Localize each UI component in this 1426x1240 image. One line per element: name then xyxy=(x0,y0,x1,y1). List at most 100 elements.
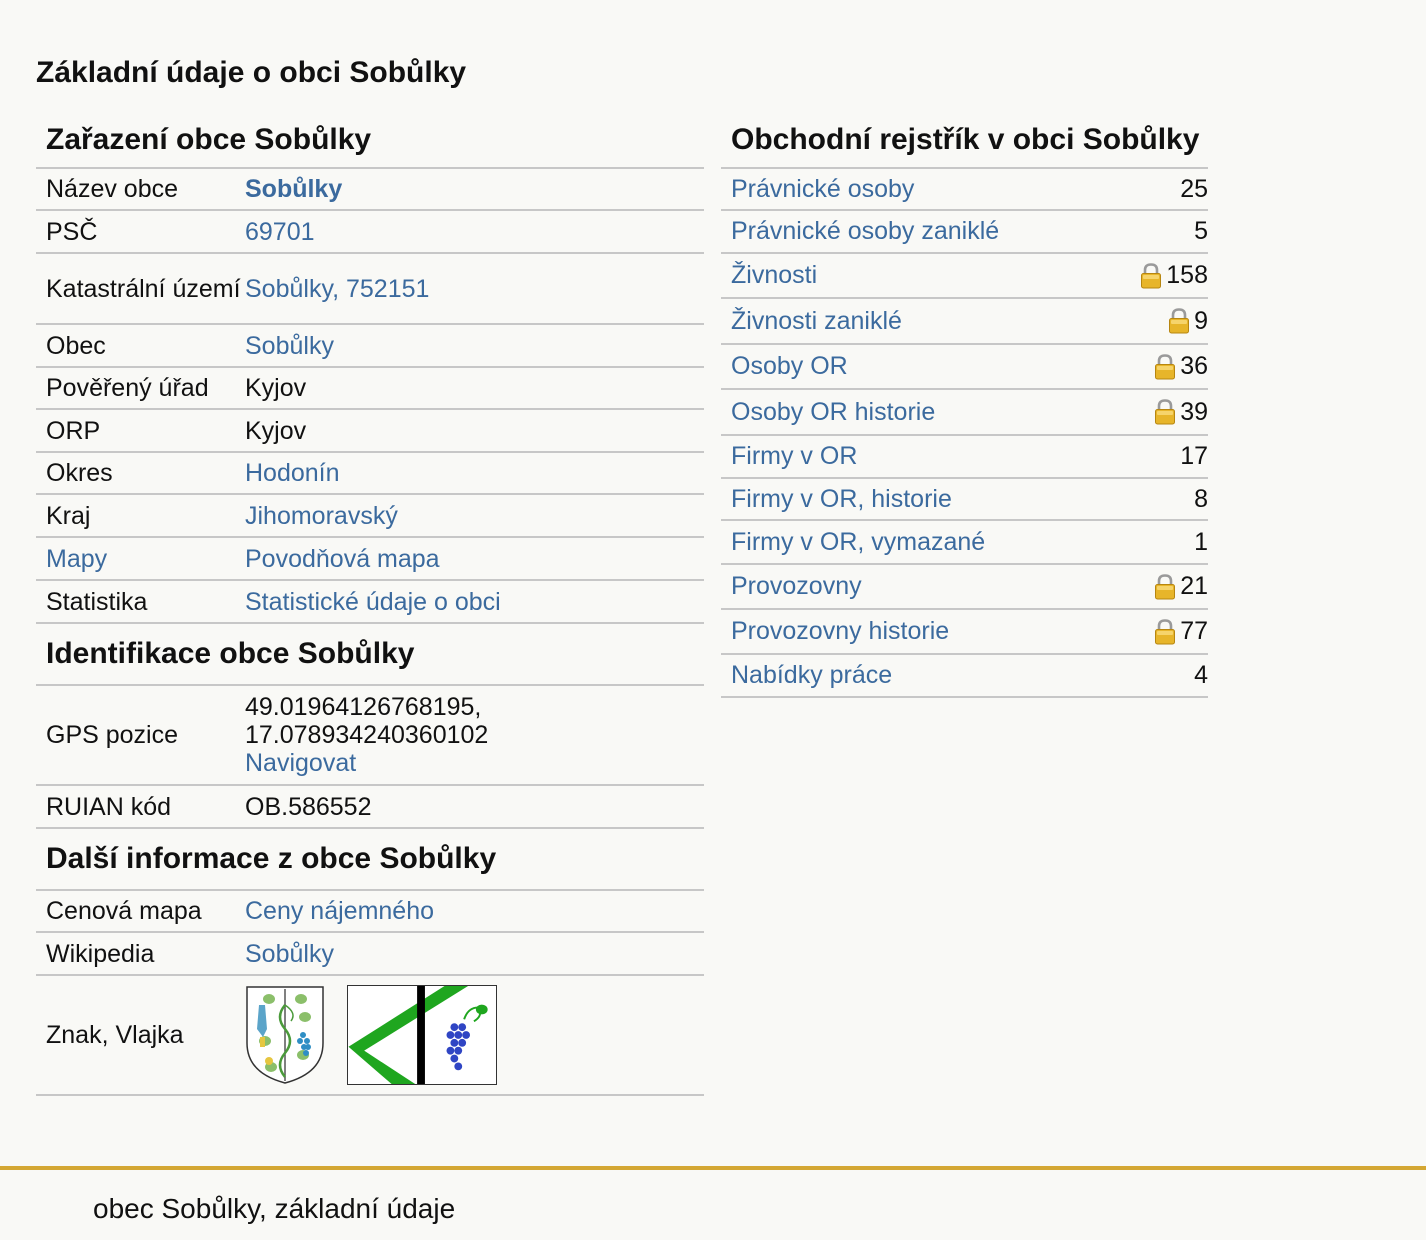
region-link[interactable]: Jihomoravský xyxy=(245,501,398,530)
register-count-number: 39 xyxy=(1180,397,1208,426)
row-label: Obec xyxy=(46,331,106,360)
register-row: Právnické osoby 25 xyxy=(721,169,1208,211)
flood-map-link[interactable]: Povodňová mapa xyxy=(245,544,440,573)
register-count-number: 4 xyxy=(1194,661,1208,689)
register-count: 77 xyxy=(1154,617,1208,646)
orp-value: Kyjov xyxy=(245,416,307,445)
register-count: 4 xyxy=(1194,661,1208,690)
district-link[interactable]: Hodonín xyxy=(245,459,340,487)
gps-longitude: 17.078934240360102 xyxy=(245,721,489,749)
section-heading-rejstrik: Obchodní rejstřík v obci Sobůlky xyxy=(721,112,1208,169)
wikipedia-link[interactable]: Sobůlky xyxy=(245,939,334,968)
register-count: 36 xyxy=(1154,352,1208,381)
lock-icon[interactable] xyxy=(1140,262,1162,289)
lock-icon[interactable] xyxy=(1154,573,1176,600)
register-count: 25 xyxy=(1180,175,1208,204)
row-wikipedia: Wikipedia Sobůlky xyxy=(36,933,704,976)
section-heading-dalsi: Další informace z obce Sobůlky xyxy=(36,829,704,891)
register-count-number: 77 xyxy=(1180,617,1208,645)
row-mapy: Mapy Povodňová mapa xyxy=(36,538,704,581)
register-item-link[interactable]: Provozovny historie xyxy=(731,617,950,645)
register-count-number: 17 xyxy=(1180,442,1208,470)
register-count-number: 21 xyxy=(1180,572,1208,600)
lock-icon[interactable] xyxy=(1168,308,1190,334)
statistics-link[interactable]: Statistické údaje o obci xyxy=(245,587,501,616)
register-row: Firmy v OR, vymazané 1 xyxy=(721,521,1208,565)
row-label: Katastrální území xyxy=(46,274,241,303)
register-item-link[interactable]: Firmy v OR xyxy=(731,442,858,470)
navigate-link[interactable]: Navigovat xyxy=(245,749,357,777)
footer-text: obec Sobůlky, základní údaje xyxy=(93,1193,456,1224)
emblems xyxy=(245,985,704,1085)
register-row: Firmy v OR 17 xyxy=(721,436,1208,479)
register-item-link[interactable]: Nabídky práce xyxy=(731,661,893,689)
register-row: Osoby OR historie 39 xyxy=(721,390,1208,436)
register-item-link[interactable]: Firmy v OR, historie xyxy=(731,484,952,513)
row-ruian: RUIAN kód OB.586552 xyxy=(36,786,704,829)
lock-icon[interactable] xyxy=(1154,618,1176,645)
row-kraj: Kraj Jihomoravský xyxy=(36,495,704,538)
register-item-link[interactable]: Právnické osoby xyxy=(731,174,915,203)
lock-icon[interactable] xyxy=(1154,399,1176,425)
psc-link[interactable]: 69701 xyxy=(245,217,315,246)
register-count-number: 9 xyxy=(1194,306,1208,335)
register-count-number: 158 xyxy=(1166,261,1208,289)
cadastral-area-link[interactable]: Sobůlky, 752151 xyxy=(245,274,430,303)
row-label: Okres xyxy=(46,459,113,487)
register-item-link[interactable]: Firmy v OR, vymazané xyxy=(731,527,986,556)
lock-icon[interactable] xyxy=(1154,353,1176,380)
row-label: Cenová mapa xyxy=(46,897,202,925)
row-nazev-obce: Název obce Sobůlky xyxy=(36,169,704,211)
register-item-link[interactable]: Živnosti xyxy=(731,261,818,289)
gps-latitude: 49.01964126768195, xyxy=(245,693,482,721)
row-label: GPS pozice xyxy=(46,721,179,749)
register-item-link[interactable]: Živnosti zaniklé xyxy=(731,306,902,335)
row-psc: PSČ 69701 xyxy=(36,211,704,254)
register-count: 39 xyxy=(1154,398,1208,427)
authorized-office-value: Kyjov xyxy=(245,374,307,402)
register-count: 21 xyxy=(1154,572,1208,601)
register-row: Firmy v OR, historie 8 xyxy=(721,479,1208,521)
register-count-number: 8 xyxy=(1194,484,1208,513)
rent-prices-link[interactable]: Ceny nájemného xyxy=(245,897,435,925)
maps-link[interactable]: Mapy xyxy=(46,544,108,573)
register-count: 8 xyxy=(1194,485,1208,514)
register-item-link[interactable]: Právnické osoby zaniklé xyxy=(731,217,1000,245)
row-okres: Okres Hodonín xyxy=(36,453,704,495)
row-label: RUIAN kód xyxy=(46,792,172,821)
register-count: 17 xyxy=(1180,442,1208,471)
register-row: Nabídky práce 4 xyxy=(721,655,1208,698)
register-row: Živnosti 158 xyxy=(721,254,1208,299)
municipality-info-column: Zařazení obce Sobůlky Název obce Sobůlky… xyxy=(36,112,704,1096)
footer: obec Sobůlky, základní údaje xyxy=(0,1166,1426,1240)
register-item-link[interactable]: Provozovny xyxy=(731,572,862,600)
register-list: Právnické osoby 25 Právnické osoby zaniklé… xyxy=(721,169,1208,698)
coat-of-arms-icon[interactable] xyxy=(245,985,325,1085)
register-item-link[interactable]: Osoby OR xyxy=(731,352,848,380)
row-label: Název obce xyxy=(46,175,179,203)
register-row: Provozovny historie 77 xyxy=(721,610,1208,655)
obec-link[interactable]: Sobůlky xyxy=(245,331,334,360)
row-label: Statistika xyxy=(46,587,148,616)
register-count-number: 36 xyxy=(1180,352,1208,380)
row-cenova-mapa: Cenová mapa Ceny nájemného xyxy=(36,891,704,933)
ruian-value: OB.586552 xyxy=(245,792,372,821)
flag-icon[interactable] xyxy=(347,985,497,1085)
section-heading-identifikace: Identifikace obce Sobůlky xyxy=(36,624,704,686)
register-row: Právnické osoby zaniklé 5 xyxy=(721,211,1208,254)
register-count-number: 1 xyxy=(1194,527,1208,556)
register-count: 1 xyxy=(1194,528,1208,557)
section-heading-zarazeni: Zařazení obce Sobůlky xyxy=(36,112,704,169)
gps-value: 49.01964126768195, 17.078934240360102 Na… xyxy=(245,693,704,777)
row-label: Kraj xyxy=(46,501,91,530)
row-znak-vlajka: Znak, Vlajka xyxy=(36,976,704,1096)
page-title: Základní údaje o obci Sobůlky xyxy=(36,56,467,89)
municipality-name-link[interactable]: Sobůlky xyxy=(245,175,343,203)
row-gps: GPS pozice 49.01964126768195, 17.0789342… xyxy=(36,686,704,786)
row-katastralni-uzemi: Katastrální území Sobůlky, 752151 xyxy=(36,254,704,325)
register-item-link[interactable]: Osoby OR historie xyxy=(731,397,936,426)
row-obec: Obec Sobůlky xyxy=(36,325,704,368)
row-label: ORP xyxy=(46,416,101,445)
row-orp: ORP Kyjov xyxy=(36,410,704,453)
business-register-column: Obchodní rejstřík v obci Sobůlky Právnic… xyxy=(721,112,1208,698)
